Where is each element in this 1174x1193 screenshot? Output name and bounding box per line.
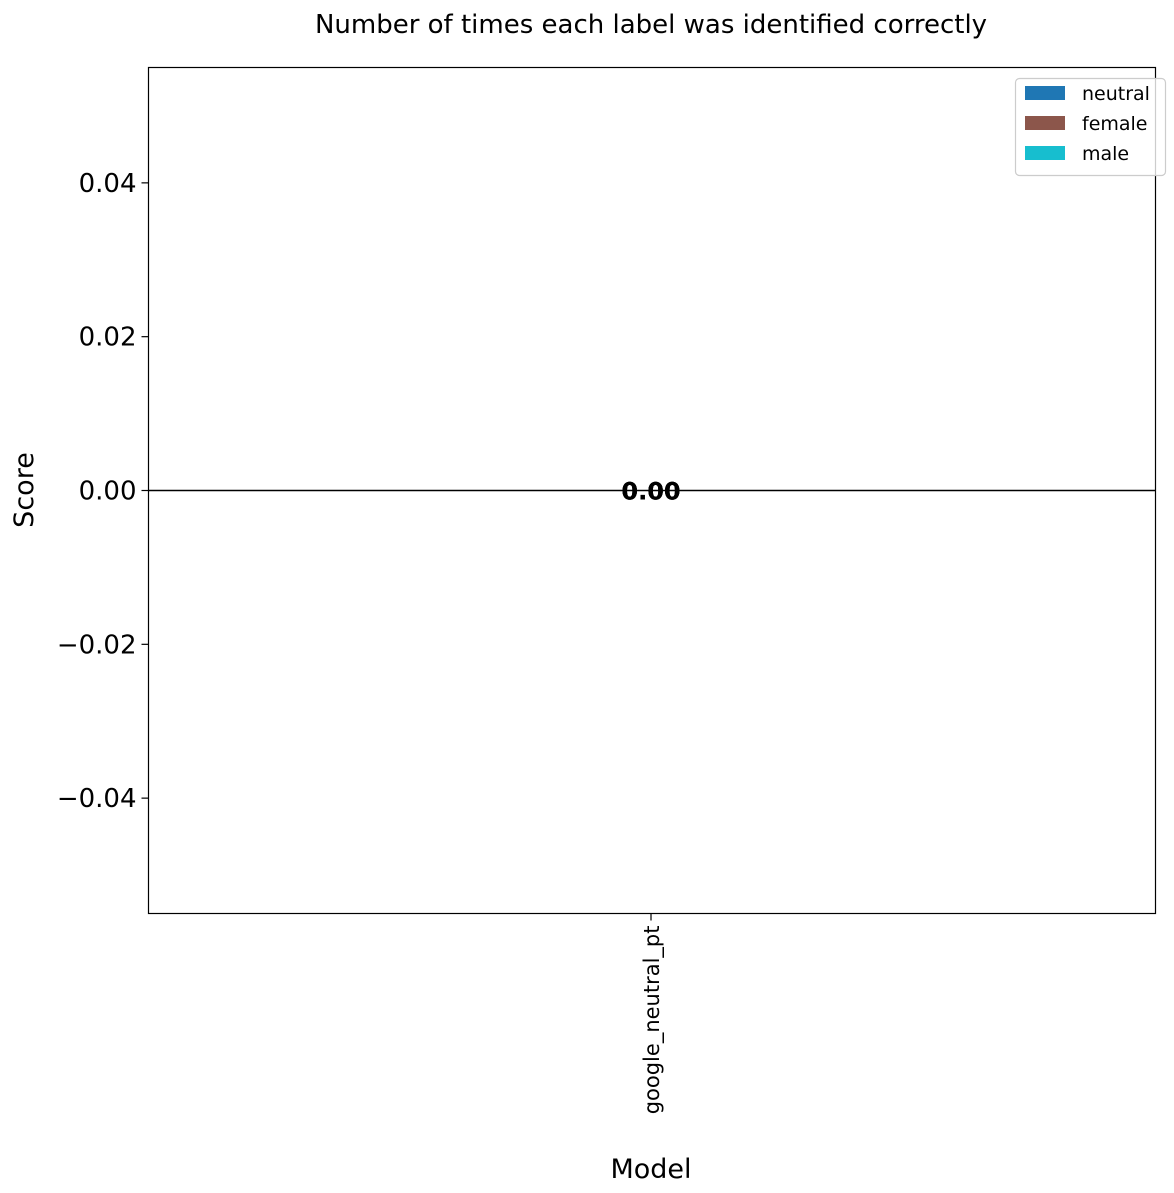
plot-area: 0.000.000.00 (147, 66, 1157, 915)
x-axis-label: Model (610, 1154, 691, 1185)
legend-label-male: male (1082, 143, 1129, 165)
data-label-male: 0.00 (621, 478, 680, 506)
legend-swatch-female (1025, 116, 1065, 130)
y-axis: −0.04 −0.02 0.00 0.02 0.04 (57, 169, 149, 814)
legend-label-female: female (1082, 113, 1148, 135)
y-tick-label: −0.04 (57, 784, 137, 814)
y-axis-label: Score (9, 452, 40, 528)
y-tick-label: 0.04 (79, 169, 137, 199)
chart-title: Number of times each label was identifie… (315, 10, 987, 40)
y-tick-label: −0.02 (57, 630, 137, 660)
legend: neutral female male (1014, 77, 1167, 177)
legend-label-neutral: neutral (1082, 83, 1150, 105)
y-tick-label: 0.00 (79, 477, 137, 507)
legend-swatch-neutral (1025, 86, 1065, 100)
y-tick-label: 0.02 (79, 323, 137, 353)
data-label-female: 0.00 (621, 478, 680, 506)
legend-swatch-male (1025, 146, 1065, 160)
data-label-neutral: 0.00 (621, 478, 680, 506)
x-tick-label: google_neutral_pt (640, 926, 665, 1115)
x-axis: google_neutral_pt (640, 913, 665, 1115)
data-labels: 0.000.000.00 (621, 478, 680, 506)
